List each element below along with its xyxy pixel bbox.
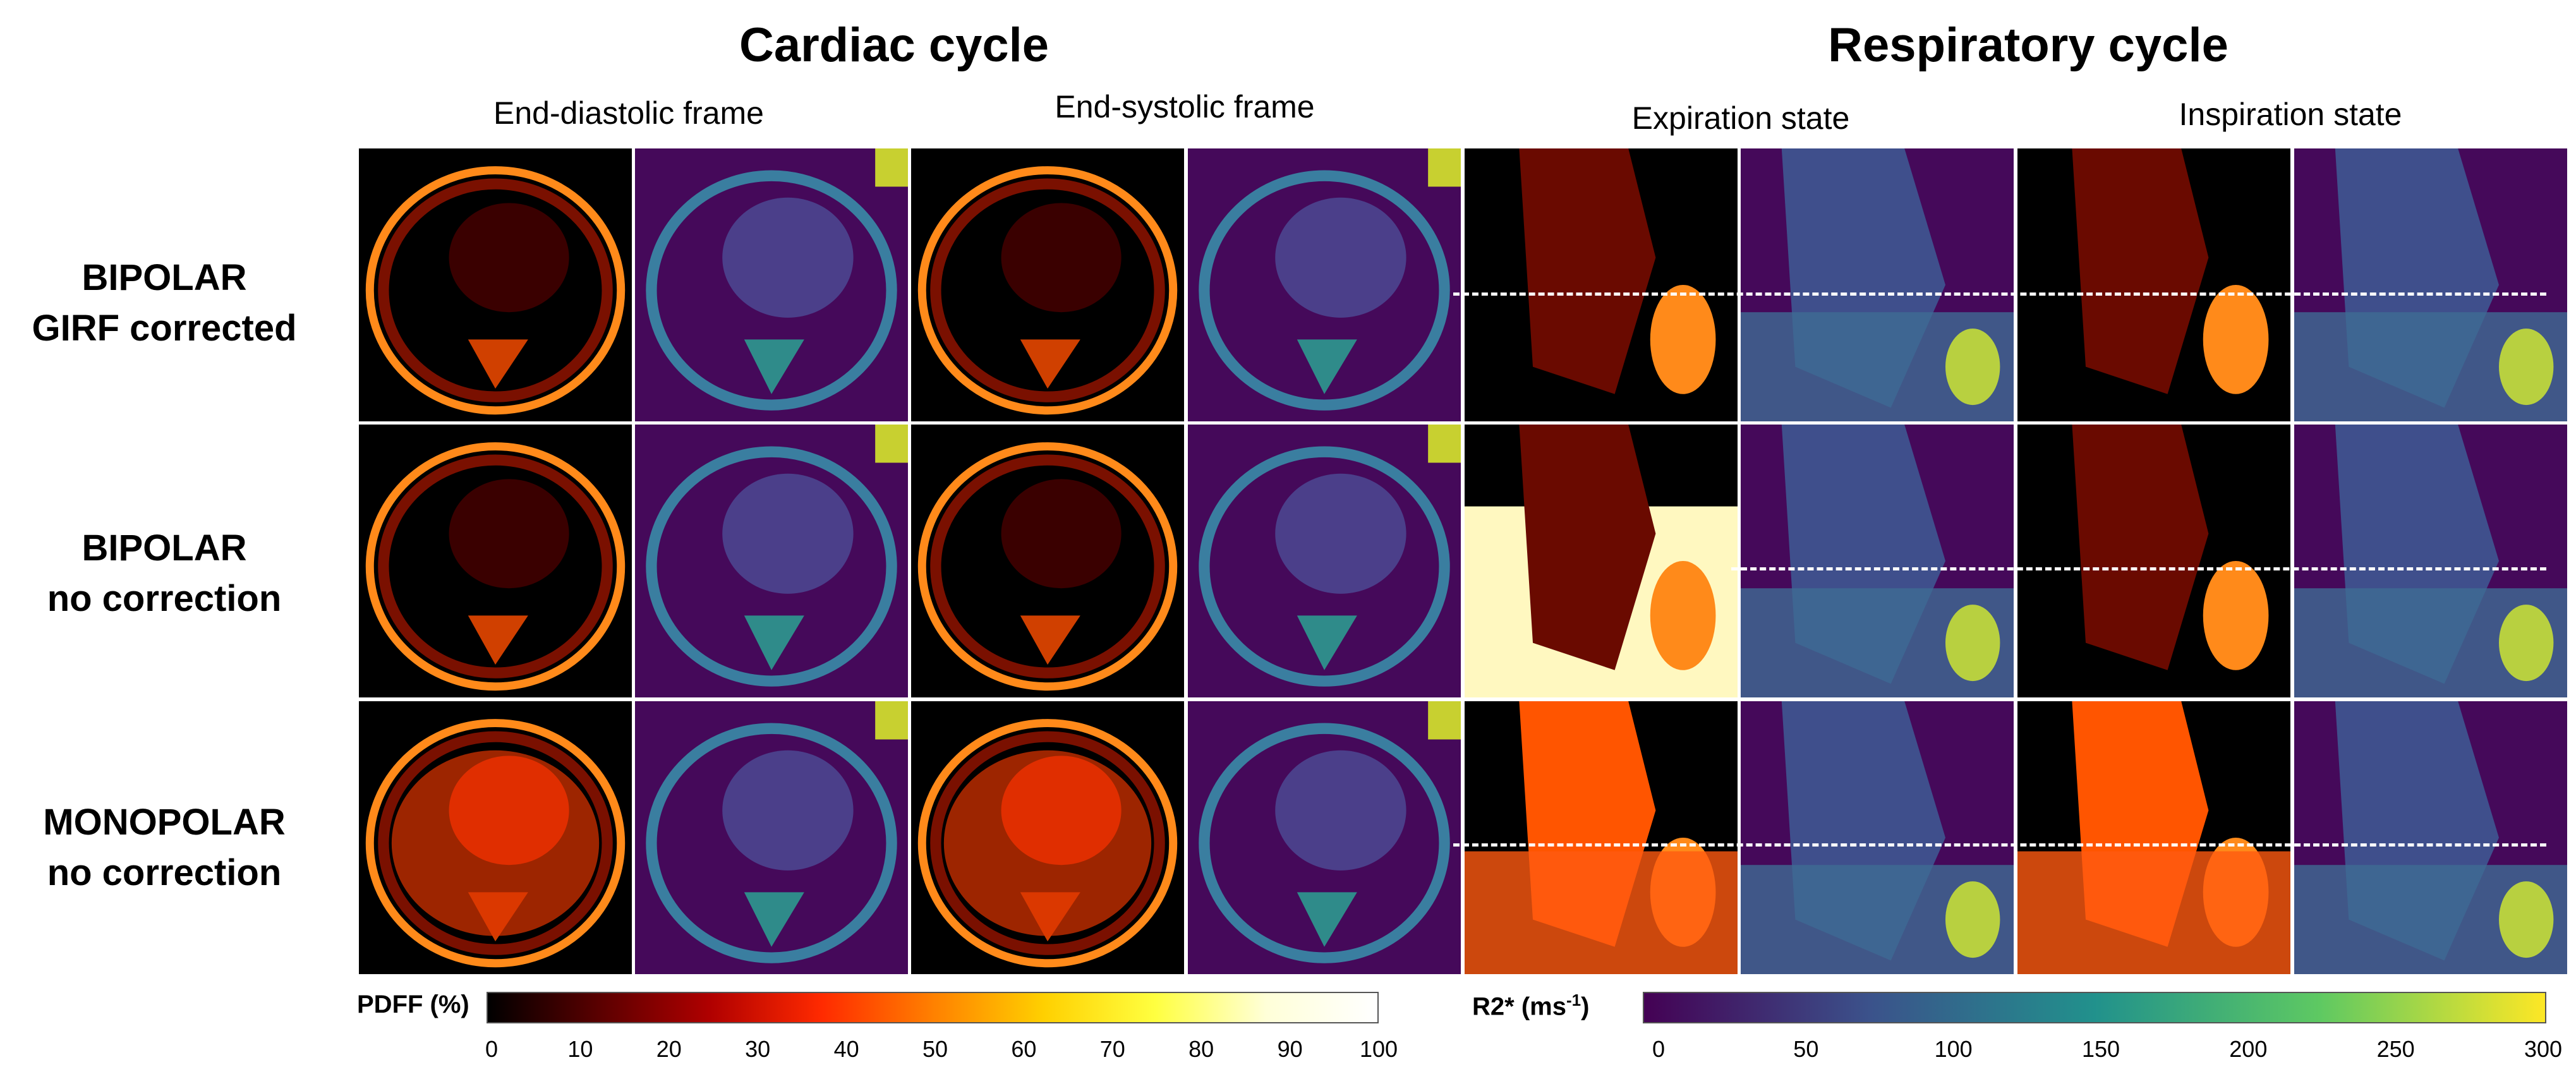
- pdff-map-panel: [1465, 148, 1738, 421]
- colorbar-tick-label: 40: [833, 1036, 859, 1062]
- colorbar-tick-label: 60: [1011, 1036, 1037, 1062]
- r2star-map-panel: [1188, 701, 1461, 974]
- colorbar-tick-label: 30: [745, 1036, 771, 1062]
- expiration-label: Expiration state: [1631, 100, 1850, 136]
- row-label-bipolar-girf: BIPOLAR GIRF corrected: [0, 253, 329, 354]
- colorbar-tick-label: 0: [1652, 1036, 1666, 1062]
- colorbar-tick-label: 0: [485, 1036, 499, 1062]
- colorbar-tick-label: 20: [656, 1036, 682, 1062]
- pdff-map-panel: [2017, 148, 2290, 421]
- colorbar-tick-label: 90: [1277, 1036, 1303, 1062]
- row-label-line2: no correction: [47, 852, 282, 893]
- colorbar-tick-label: 80: [1188, 1036, 1214, 1062]
- colorbar-tick-label: 100: [1359, 1036, 1398, 1062]
- colorbar-tick-label: 10: [567, 1036, 593, 1062]
- end-diastolic-label: End-diastolic frame: [493, 95, 764, 131]
- row-label-line2: no correction: [47, 578, 282, 619]
- row-label-bipolar-nocorr: BIPOLAR no correction: [0, 523, 329, 624]
- r2star-map-panel: [1741, 425, 2014, 697]
- r2star-map-panel: [1741, 148, 2014, 421]
- r2star-map-panel: [2294, 701, 2567, 974]
- row-label-monopolar-nocorr: MONOPOLAR no correction: [0, 797, 329, 898]
- r2star-map-panel: [635, 425, 908, 697]
- row-label-line1: BIPOLAR: [82, 527, 247, 569]
- colorbar-tick-label: 200: [2229, 1036, 2268, 1062]
- colorbar-tick-label: 150: [2081, 1036, 2120, 1062]
- r2star-map-panel: [1741, 701, 2014, 974]
- colorbar-tick-label: 100: [1934, 1036, 1973, 1062]
- r2star-map-panel: [1188, 425, 1461, 697]
- pdff-colorbar-label: PDFF (%): [357, 991, 469, 1018]
- colorbar-tick-label: 50: [922, 1036, 948, 1062]
- r2star-colorbar: [1643, 992, 2546, 1023]
- row-label-line1: MONOPOLAR: [43, 802, 286, 843]
- r2star-colorbar-label: R2* (ms-1): [1472, 991, 1589, 1021]
- end-systolic-label: End-systolic frame: [1055, 89, 1315, 124]
- pdff-colorbar: [487, 992, 1379, 1023]
- dashed-line: [1453, 292, 2546, 296]
- pdff-map-panel: [359, 425, 632, 697]
- r2star-map-panel: [2294, 425, 2567, 697]
- dashed-line: [1731, 567, 2546, 570]
- r2star-label-sup: -1: [1566, 991, 1581, 1010]
- pdff-map-panel: [2017, 425, 2290, 697]
- r2star-map-panel: [635, 701, 908, 974]
- colorbar-tick-label: 50: [1793, 1036, 1819, 1062]
- r2star-map-panel: [1188, 148, 1461, 421]
- dashed-line: [1453, 843, 2546, 847]
- pdff-map-panel: [359, 148, 632, 421]
- row-label-line1: BIPOLAR: [82, 257, 247, 298]
- r2star-label-close: ): [1581, 992, 1590, 1021]
- pdff-map-panel: [911, 148, 1184, 421]
- colorbar-tick-label: 70: [1099, 1036, 1125, 1062]
- pdff-map-panel: [911, 425, 1184, 697]
- colorbar-tick-label: 300: [2524, 1036, 2563, 1062]
- pdff-map-panel: [2017, 701, 2290, 974]
- pdff-map-panel: [1465, 425, 1738, 697]
- cardiac-cycle-title: Cardiac cycle: [739, 18, 1049, 72]
- pdff-map-panel: [911, 701, 1184, 974]
- row-label-line2: GIRF corrected: [32, 308, 297, 349]
- r2star-map-panel: [635, 148, 908, 421]
- r2star-map-panel: [2294, 148, 2567, 421]
- respiratory-cycle-title: Respiratory cycle: [1828, 18, 2228, 72]
- colorbar-tick-label: 250: [2376, 1036, 2415, 1062]
- r2star-label-main: R2* (ms: [1472, 992, 1566, 1021]
- pdff-map-panel: [359, 701, 632, 974]
- inspiration-label: Inspiration state: [2179, 97, 2402, 132]
- pdff-map-panel: [1465, 701, 1738, 974]
